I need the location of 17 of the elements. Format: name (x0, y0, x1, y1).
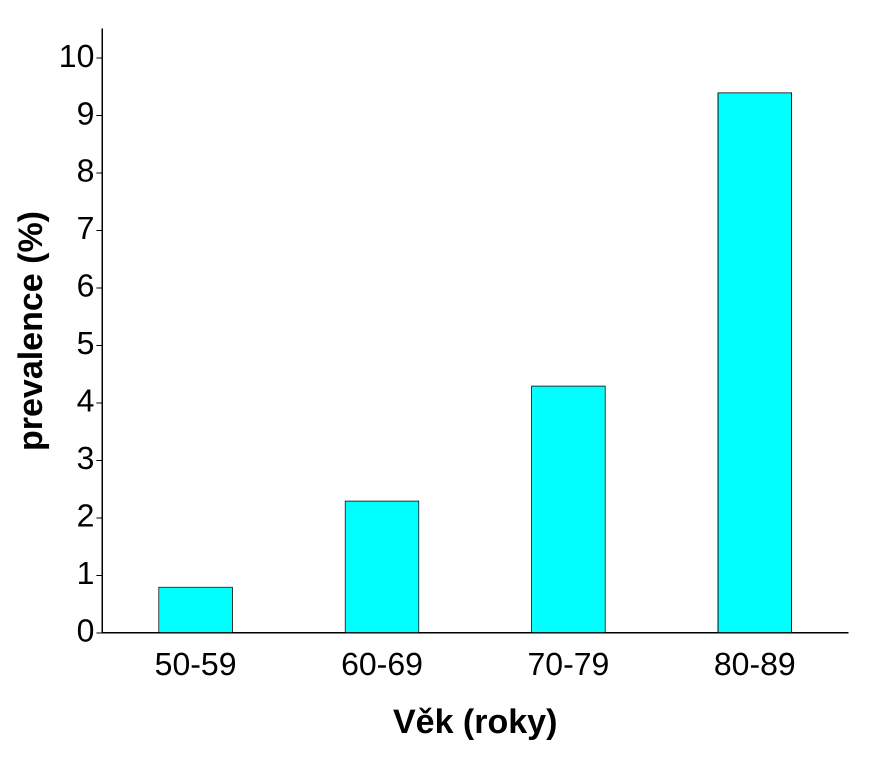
y-tick-label: 4 (76, 382, 94, 419)
y-tick-label: 2 (76, 498, 94, 534)
y-tick-label: 5 (76, 325, 94, 362)
x-tick-label: 70-79 (527, 646, 610, 682)
x-axis-title: Věk (roky) (392, 702, 558, 741)
y-tick-label: 1 (76, 555, 94, 592)
y-tick-label: 3 (76, 440, 94, 476)
x-tick-label: 50-59 (154, 646, 237, 682)
y-tick-label: 10 (58, 38, 94, 74)
x-tick-label: 60-69 (341, 646, 423, 682)
y-tick-label: 8 (76, 152, 94, 189)
y-axis-title: prevalence (%) (12, 211, 50, 451)
y-tick-label: 6 (76, 268, 94, 304)
y-tick-label: 9 (76, 95, 94, 132)
x-tick-label: 80-89 (714, 646, 796, 682)
y-tick-label: 7 (76, 210, 94, 246)
y-tick-label: 0 (76, 612, 94, 649)
